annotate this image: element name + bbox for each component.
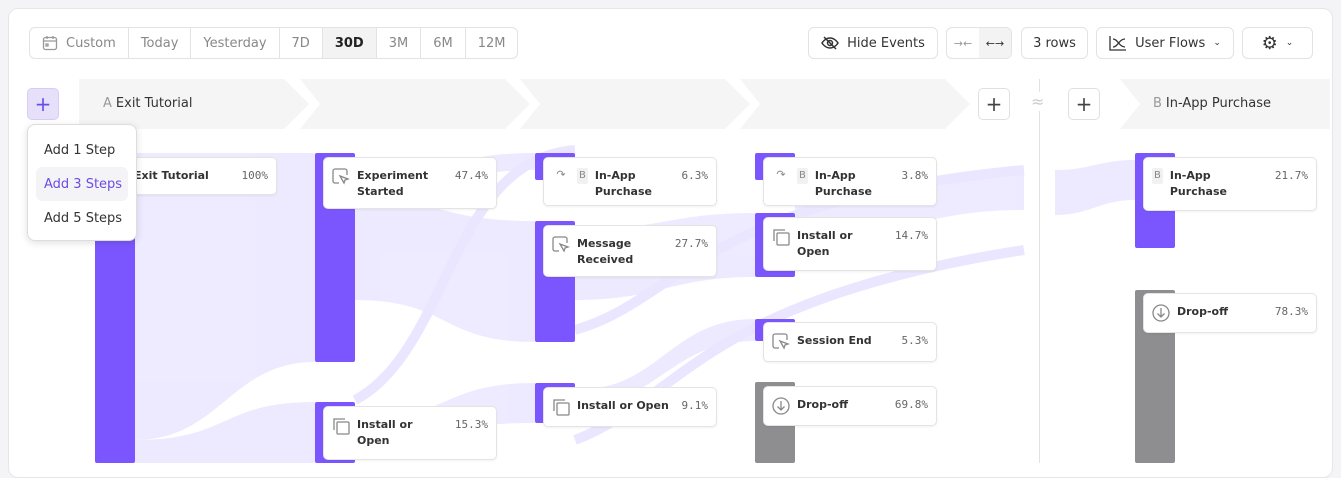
gear-icon: ⚙ — [1261, 32, 1278, 54]
node-install-or-open[interactable]: Install or Open 15.3% — [323, 406, 497, 460]
node-session-end[interactable]: Session End 5.3% — [763, 322, 937, 362]
node-message-received[interactable]: Message Received 27.7% — [543, 225, 717, 277]
menu-item-add-3-steps[interactable]: Add 3 Steps — [36, 167, 128, 201]
cursor-click-icon — [772, 333, 790, 350]
expand-icon[interactable]: ←→ — [979, 28, 1011, 58]
flow-ribbon — [352, 145, 576, 405]
layout-toggle: →← ←→ — [946, 27, 1012, 59]
gap-icon: ≈ — [1031, 92, 1045, 111]
step-band — [740, 79, 970, 129]
chevron-down-icon: ⌄ — [1285, 38, 1294, 48]
goal-arrow-icon: ↷ — [556, 168, 566, 181]
node-in-app-purchase[interactable]: ↷ B In-App Purchase 3.8% — [763, 157, 937, 206]
node-drop-off[interactable]: Drop-off 78.3% — [1143, 293, 1317, 333]
node-exit-tutorial[interactable]: Exit Tutorial 100% — [125, 157, 277, 195]
node-install-or-open[interactable]: Install or Open 14.7% — [763, 217, 937, 271]
date-6m[interactable]: 6M — [421, 28, 466, 58]
node-experiment-started[interactable]: Experiment Started 47.4% — [323, 157, 497, 209]
flows-icon — [1109, 36, 1127, 51]
cursor-click-icon — [552, 236, 570, 253]
menu-item-add-1-step[interactable]: Add 1 Step — [44, 142, 116, 158]
step-band — [520, 79, 750, 129]
hide-events-button[interactable]: Hide Events — [808, 27, 938, 59]
add-steps-menu: Add 1 Step Add 3 Steps Add 5 Steps — [27, 124, 137, 241]
add-step-button[interactable]: + — [978, 88, 1010, 120]
copy-icon — [553, 399, 570, 416]
arrow-down-circle-icon — [772, 397, 790, 415]
calendar-icon — [42, 36, 58, 51]
node-in-app-purchase[interactable]: ↷ B In-App Purchase 6.3% — [543, 157, 717, 206]
step-band-a — [79, 79, 309, 129]
arrow-down-circle-icon — [1152, 304, 1170, 322]
date-3m[interactable]: 3M — [377, 28, 422, 58]
date-custom[interactable]: Custom — [30, 28, 129, 58]
date-7d[interactable]: 7D — [280, 28, 323, 58]
date-30d[interactable]: 30D — [322, 28, 377, 58]
flow-ribbon — [135, 153, 315, 440]
date-12m[interactable]: 12M — [477, 35, 506, 51]
menu-item-add-5-steps[interactable]: Add 5 Steps — [44, 210, 123, 226]
add-step-before-button[interactable]: + — [27, 88, 59, 120]
date-today[interactable]: Today — [129, 28, 192, 58]
rows-button[interactable]: 3 rows — [1021, 27, 1088, 59]
divider — [1039, 79, 1040, 463]
chevron-down-icon: ⌄ — [1213, 38, 1221, 48]
flow-ribbon — [1055, 160, 1135, 215]
goal-arrow-icon: ↷ — [776, 168, 786, 181]
settings-button[interactable]: ⚙ ⌄ — [1242, 27, 1313, 59]
node-drop-off[interactable]: Drop-off 69.8% — [763, 386, 937, 426]
flow-ribbon — [135, 402, 315, 463]
copy-icon — [333, 418, 350, 435]
flow-ribbon — [575, 319, 755, 405]
cursor-click-icon — [332, 168, 350, 185]
view-selector[interactable]: User Flows ⌄ — [1096, 27, 1234, 59]
date-yesterday[interactable]: Yesterday — [191, 28, 280, 58]
node-install-or-open[interactable]: Install or Open 9.1% — [543, 387, 717, 427]
add-step-before-b-button[interactable]: + — [1068, 88, 1100, 120]
node-in-app-purchase[interactable]: B In-App Purchase 21.7% — [1143, 157, 1317, 211]
step-band — [300, 79, 530, 129]
compact-icon[interactable]: →← — [953, 36, 973, 50]
eye-off-icon — [821, 36, 839, 50]
date-range-selector: Custom Today Yesterday 7D 30D 3M 6M 12M — [29, 27, 519, 59]
step-band-b — [1120, 79, 1330, 129]
step-a-label[interactable]: A Exit Tutorial — [103, 96, 193, 111]
copy-icon — [773, 229, 790, 246]
step-b-label[interactable]: B In-App Purchase — [1153, 96, 1271, 111]
